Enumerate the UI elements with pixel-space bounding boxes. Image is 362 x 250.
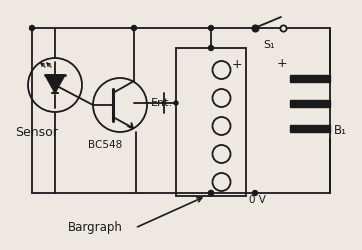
Text: B₁: B₁	[334, 124, 347, 136]
Circle shape	[131, 26, 136, 30]
Text: Sensor: Sensor	[16, 126, 58, 139]
Polygon shape	[45, 75, 65, 93]
Text: S₁: S₁	[263, 40, 275, 50]
Text: +: +	[277, 57, 287, 70]
Bar	[290, 125, 330, 132]
Text: Bargraph: Bargraph	[68, 222, 123, 234]
Circle shape	[174, 101, 178, 105]
Bar	[176, 48, 246, 196]
Circle shape	[209, 46, 214, 51]
Circle shape	[209, 190, 214, 196]
Circle shape	[253, 190, 257, 196]
Bar	[290, 100, 330, 107]
Circle shape	[209, 26, 214, 30]
Text: +: +	[231, 58, 242, 71]
Text: 0 V: 0 V	[249, 195, 266, 205]
Text: Ent.: Ent.	[151, 98, 173, 108]
Circle shape	[209, 190, 214, 196]
Bar	[290, 75, 330, 82]
Circle shape	[253, 26, 257, 30]
Text: BC548: BC548	[88, 140, 122, 150]
Circle shape	[29, 26, 34, 30]
